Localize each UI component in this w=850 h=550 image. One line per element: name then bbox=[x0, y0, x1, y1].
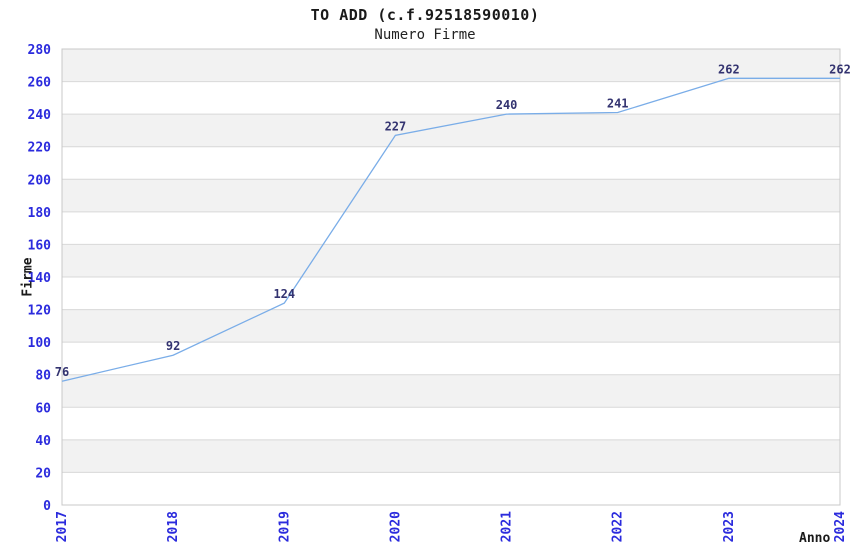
x-tick-label: 2021 bbox=[500, 511, 515, 542]
y-tick-label: 200 bbox=[28, 173, 52, 188]
x-tick-label: 2019 bbox=[277, 511, 292, 542]
plot-border bbox=[61, 48, 841, 506]
series-line bbox=[61, 77, 840, 382]
chart-subtitle: Numero Firme bbox=[374, 27, 476, 43]
x-axis-title: Anno bbox=[799, 531, 831, 546]
grid-band bbox=[62, 439, 840, 473]
grid-band bbox=[62, 211, 840, 245]
y-tick-label: 60 bbox=[35, 401, 51, 416]
y-tick-label: 260 bbox=[28, 76, 52, 91]
grid-band bbox=[62, 49, 840, 82]
data-point-label: 76 bbox=[55, 365, 69, 379]
y-tick-label: 160 bbox=[28, 238, 52, 253]
data-point-label: 124 bbox=[273, 287, 295, 301]
grid-band bbox=[62, 342, 840, 375]
x-tick-label: 2018 bbox=[166, 511, 181, 542]
data-point-label: 262 bbox=[829, 62, 850, 76]
y-tick-label: 120 bbox=[28, 304, 52, 319]
y-tick-label: 140 bbox=[28, 271, 52, 286]
y-axis-title: Firme bbox=[20, 257, 36, 297]
y-tick-label: 220 bbox=[28, 141, 52, 156]
grid-band bbox=[62, 472, 840, 505]
x-tick-label: 2023 bbox=[722, 511, 737, 542]
x-tick-label: 2017 bbox=[55, 511, 70, 542]
grid-band bbox=[62, 114, 840, 147]
y-tick-label: 0 bbox=[43, 499, 51, 514]
grid-band bbox=[62, 244, 840, 277]
data-point-label: 227 bbox=[385, 119, 407, 133]
data-point-label: 240 bbox=[496, 98, 518, 112]
data-point-label: 92 bbox=[166, 339, 180, 353]
y-tick-label: 280 bbox=[28, 43, 52, 58]
grid-band bbox=[62, 374, 840, 408]
grid-band bbox=[62, 309, 840, 343]
x-tick-label: 2022 bbox=[611, 511, 626, 542]
y-tick-label: 80 bbox=[35, 369, 51, 384]
y-tick-label: 40 bbox=[35, 434, 51, 449]
data-point-label: 241 bbox=[607, 97, 629, 111]
data-point-label: 262 bbox=[718, 62, 740, 76]
grid-band bbox=[62, 146, 840, 180]
y-tick-label: 20 bbox=[35, 466, 51, 481]
x-tick-label: 2020 bbox=[388, 511, 403, 542]
y-tick-label: 240 bbox=[28, 108, 52, 123]
x-tick-label: 2024 bbox=[833, 511, 848, 542]
grid-band bbox=[62, 179, 840, 212]
y-tick-label: 180 bbox=[28, 206, 52, 221]
chart-title: TO ADD (c.f.92518590010) bbox=[310, 6, 540, 24]
y-tick-label: 100 bbox=[28, 336, 52, 351]
grid-band bbox=[62, 81, 840, 115]
grid-band bbox=[62, 277, 840, 310]
grid-band bbox=[62, 407, 840, 440]
